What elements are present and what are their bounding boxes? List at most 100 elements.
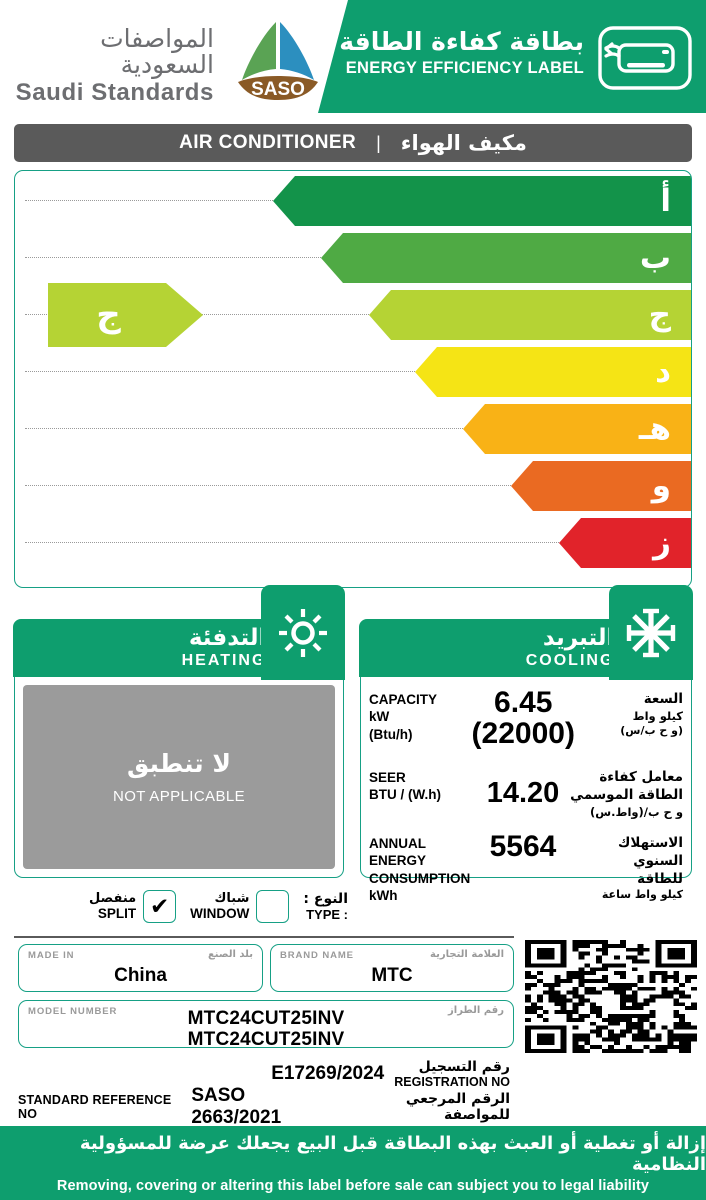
section-divider: [14, 936, 514, 938]
product-title-bar: AIR CONDITIONER | مكيف الهواء: [14, 124, 692, 162]
seer-label-en: SEER BTU / (W.h): [369, 770, 441, 803]
rating-row: هـ: [15, 401, 691, 457]
sun-icon: [260, 585, 345, 680]
window-checkbox[interactable]: [256, 889, 290, 923]
made-in-box: MADE IN بلد الصنع China: [18, 944, 263, 992]
cooling-header: التبريد COOLING: [359, 619, 629, 678]
heating-not-applicable: لا تنطبق NOT APPLICABLE: [23, 685, 335, 869]
annual-energy-label-ar: الاستهلاك السنوي للطاقة كيلو واط ساعة: [601, 835, 683, 902]
type-label: النوع : TYPE :: [303, 890, 348, 922]
annual-energy-value: 5564: [489, 830, 557, 863]
brand-caption-en: BRAND NAME: [280, 950, 354, 961]
rating-letter: و: [651, 467, 671, 504]
rating-letter: أ: [660, 182, 671, 219]
brand-caption-ar: العلامة التجارية: [430, 949, 504, 960]
heating-value-ar: لا تنطبق: [126, 749, 231, 778]
rating-bar-3: د: [415, 347, 691, 397]
rating-bar-5: و: [511, 461, 691, 511]
window-label: شباك WINDOW: [190, 891, 250, 921]
type-option-window[interactable]: شباك WINDOW: [190, 889, 290, 923]
energy-label-title-en: ENERGY EFFICIENCY LABEL: [345, 58, 584, 77]
registration-value: E17269/2024: [271, 1063, 385, 1084]
rating-letter: ج: [648, 296, 671, 333]
energy-label-title: بطاقة كفاءة الطاقة ENERGY EFFICIENCY LAB…: [339, 27, 584, 79]
warning-text-en: Removing, covering or altering this labe…: [56, 1177, 650, 1194]
rating-bar-2: ج: [369, 290, 691, 340]
standard-reference-row: الرقم المرجعي للمواصفة SASO 2663/2021 ST…: [14, 1085, 514, 1128]
energy-label-title-ar: بطاقة كفاءة الطاقة: [339, 27, 584, 56]
rating-letter: د: [655, 353, 671, 390]
rating-guide-line: [25, 485, 691, 486]
rating-row: أ: [15, 173, 691, 229]
qr-code[interactable]: [525, 940, 697, 1053]
rating-bar-0: أ: [273, 176, 691, 226]
seer-label-ar: معامل كفاءة الطاقة الموسمي و ح ب/(واط.س): [570, 769, 683, 819]
product-name-ar: مكيف الهواء: [400, 131, 527, 155]
seer-value: 14.20: [486, 777, 560, 809]
cooling-row-capacity: CAPACITY kW (Btu/h) 6.45 (22000) السعة ك…: [369, 686, 683, 750]
current-rating-letter: ج: [96, 295, 121, 335]
warning-text-ar: إزالة أو تغطية أو العبث بهذه البطاقة قبل…: [79, 1132, 706, 1175]
model-caption-en: MODEL NUMBER: [28, 1006, 118, 1017]
rating-row: ج: [15, 287, 691, 343]
capacity-label-ar: السعة كيلو واط (و ح ب/س): [620, 691, 683, 737]
rating-bar-4: هـ: [463, 404, 691, 454]
rating-letter: ب: [639, 239, 671, 276]
label-header: المواصفات السعودية Saudi Standards SASO …: [0, 0, 706, 113]
rating-bar-shape: [321, 233, 691, 283]
product-name-en: AIR CONDITIONER: [179, 132, 357, 153]
saso-logo-icon: SASO: [222, 18, 334, 106]
capacity-value: 6.45 (22000): [471, 686, 575, 750]
saso-logo-text: SASO: [251, 79, 305, 100]
brand-name-value: MTC: [371, 965, 413, 986]
rating-letter: هـ: [638, 410, 671, 447]
split-checkbox[interactable]: ✔: [143, 889, 177, 923]
standard-value: SASO 2663/2021: [191, 1085, 282, 1128]
snowflake-icon: [608, 585, 693, 680]
rating-bar-shape: [415, 347, 691, 397]
current-rating-badge: ج: [48, 283, 203, 347]
rating-bar-6: ز: [559, 518, 691, 568]
air-conditioner-icon: [598, 26, 692, 90]
cooling-panel: التبريد COOLING: [359, 585, 693, 903]
rating-bar-shape: [463, 404, 691, 454]
model-caption-ar: رقم الطراز: [448, 1005, 504, 1016]
cooling-row-seer: SEER BTU / (W.h) 14.20 معامل كفاءة الطاق…: [369, 769, 683, 820]
rating-bar-shape: [511, 461, 691, 511]
heating-panel: التدفئة HEATING لا تنطبق: [13, 585, 345, 878]
made-in-value: China: [114, 965, 167, 986]
split-label: منفصل SPLIT: [89, 891, 137, 921]
legal-warning-footer: إزالة أو تغطية أو العبث بهذه البطاقة قبل…: [0, 1126, 706, 1200]
heating-title-en: HEATING: [181, 652, 267, 670]
rating-bar-shape: [559, 518, 691, 568]
cooling-title-ar: التبريد: [542, 625, 615, 652]
saudi-standards-wordmark: المواصفات السعودية Saudi Standards: [14, 24, 215, 106]
cooling-row-annual-energy: ANNUAL ENERGY CONSUMPTION kWh 5564 الاست…: [369, 830, 683, 904]
rating-bar-shape: [369, 290, 691, 340]
capacity-label-en: CAPACITY kW (Btu/h): [369, 692, 438, 742]
registration-label: رقم التسجيل REGISTRATION NO: [394, 1058, 510, 1089]
rating-row: ب: [15, 230, 691, 286]
registration-row: رقم التسجيل REGISTRATION NO E17269/2024: [14, 1056, 514, 1092]
rating-letter: ز: [653, 524, 671, 561]
current-rating-arrow: [48, 283, 203, 347]
org-name-ar: المواصفات السعودية: [100, 24, 214, 80]
heating-value-en: NOT APPLICABLE: [112, 788, 246, 805]
model-number-box: MODEL NUMBER رقم الطراز MTC24CUT25INV MT…: [18, 1000, 514, 1050]
rating-row: و: [15, 458, 691, 514]
annual-energy-label-en: ANNUAL ENERGY CONSUMPTION kWh: [369, 836, 471, 903]
made-in-caption-ar: بلد الصنع: [207, 949, 253, 960]
energy-rating-scale: أ ب ج د هـ و ز ج: [14, 170, 692, 588]
type-option-split[interactable]: ✔ منفصل SPLIT: [89, 889, 177, 923]
rating-guide-line: [25, 314, 691, 315]
standard-label-en: STANDARD REFERENCE NO: [18, 1093, 172, 1121]
heating-title-ar: التدفئة: [188, 625, 267, 652]
rating-bar-1: ب: [321, 233, 691, 283]
made-in-caption-en: MADE IN: [28, 950, 75, 961]
title-separator: |: [376, 132, 381, 153]
rating-guide-line: [25, 542, 691, 543]
rating-row: ز: [15, 515, 691, 571]
org-name-en: Saudi Standards: [15, 78, 214, 106]
heating-header: التدفئة HEATING: [13, 619, 281, 678]
rating-bar-shape: [273, 176, 691, 226]
